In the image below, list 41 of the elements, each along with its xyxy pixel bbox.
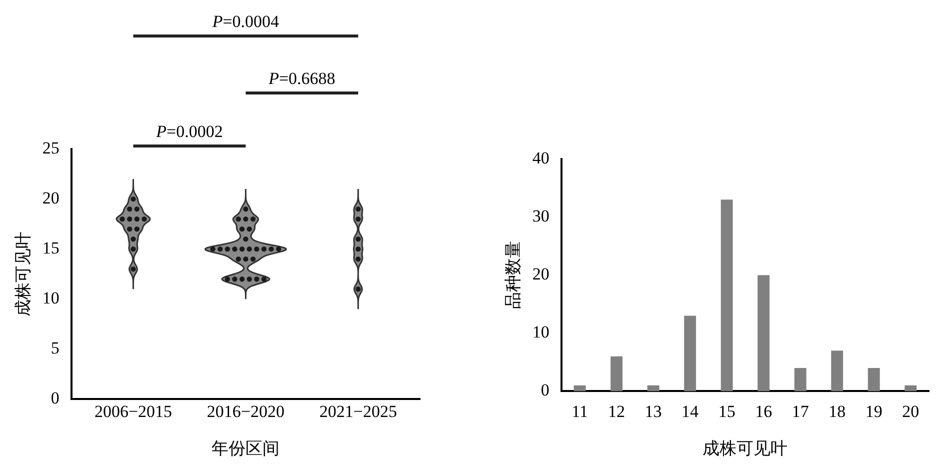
y-tick-label: 20 xyxy=(42,188,60,208)
y-tick-label: 10 xyxy=(532,322,550,342)
bar xyxy=(868,368,880,392)
y-tick-label: 30 xyxy=(532,206,550,226)
bar xyxy=(720,200,733,392)
x-tick-label: 15 xyxy=(718,402,736,421)
x-tick-label: 19 xyxy=(865,402,882,421)
bar xyxy=(684,316,696,392)
bar xyxy=(647,385,660,392)
text: P=0.6688 xyxy=(268,68,336,88)
x-tick-label: 17 xyxy=(792,402,810,421)
y-tick-label: 0 xyxy=(50,388,60,408)
x-tick-label: 18 xyxy=(828,402,846,421)
text: P=0.0004 xyxy=(211,12,280,31)
bar xyxy=(610,356,623,392)
bar xyxy=(904,385,917,392)
bar xyxy=(574,385,586,392)
y-tick-label: 0 xyxy=(540,380,550,400)
x-tick-label: 11 xyxy=(572,402,588,421)
y-tick-label: 15 xyxy=(42,238,60,258)
x-tick-label: 20 xyxy=(902,402,920,421)
bar xyxy=(794,368,806,392)
bar xyxy=(831,350,844,392)
x-tick-label: 2021−2025 xyxy=(319,402,397,421)
x-axis-title: 成株可见叶 xyxy=(702,439,788,460)
y-axis-title: 成株可见叶 xyxy=(14,232,34,317)
bar xyxy=(758,275,770,392)
x-tick-label: 16 xyxy=(755,402,772,421)
y-tick-label: 5 xyxy=(50,338,60,358)
x-tick-label: 14 xyxy=(682,402,700,421)
x-axis-title: 年份区间 xyxy=(212,439,280,460)
y-tick-label: 25 xyxy=(42,138,60,158)
y-axis-title: 品种数量 xyxy=(504,241,524,310)
x-tick-label: 2016−2020 xyxy=(206,402,284,421)
x-tick-label: 2006−2015 xyxy=(94,402,172,421)
y-tick-label: 20 xyxy=(532,264,550,284)
text: P=0.0002 xyxy=(155,122,223,141)
x-tick-label: 13 xyxy=(644,402,662,421)
y-tick-label: 40 xyxy=(532,148,550,168)
x-tick-label: 12 xyxy=(608,402,626,421)
y-tick-label: 10 xyxy=(42,288,60,308)
